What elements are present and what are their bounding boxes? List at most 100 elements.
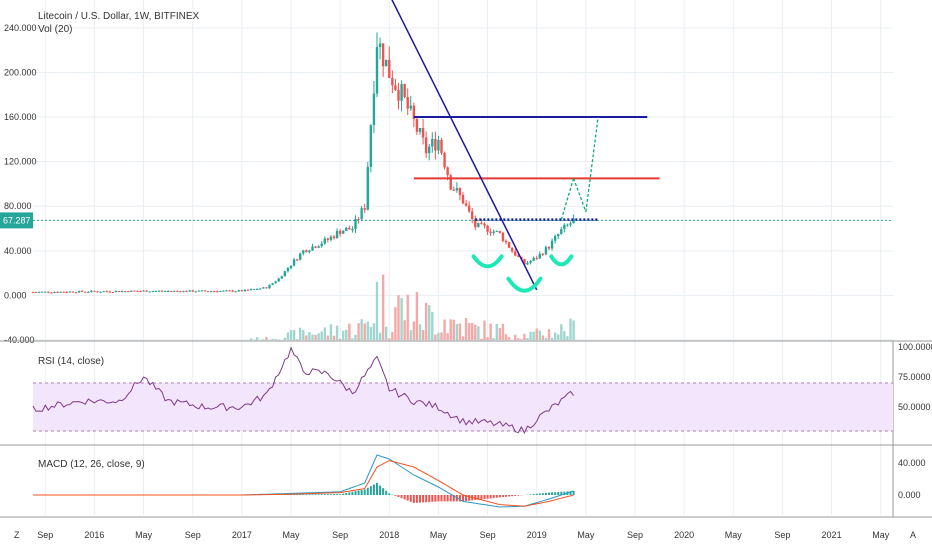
candle-body xyxy=(560,229,563,235)
candle-body xyxy=(231,290,234,292)
x-tick-label: Sep xyxy=(185,530,201,540)
signal-line xyxy=(33,460,574,507)
candle-body xyxy=(163,291,167,293)
volume-bar xyxy=(381,274,385,340)
candle-body xyxy=(209,291,213,293)
candle-body xyxy=(329,236,333,240)
candle-body xyxy=(127,291,130,293)
corner-right-label: A xyxy=(910,530,916,540)
x-tick-label: Sep xyxy=(332,530,348,540)
x-tick-label: 2020 xyxy=(674,530,694,540)
candle-body xyxy=(62,291,65,293)
volume-bar xyxy=(538,330,541,340)
candle-body xyxy=(240,290,244,292)
candle-body xyxy=(354,218,357,230)
macd-histogram-bar xyxy=(541,493,544,495)
macd-tick-label: 0.000 xyxy=(898,490,921,500)
y-tick-label: 80.000 xyxy=(4,201,32,211)
y-tick-label: 240.000 xyxy=(4,23,37,33)
candle-body xyxy=(77,290,81,293)
volume-bar xyxy=(357,323,360,340)
candle-body xyxy=(553,236,557,241)
volume-bar xyxy=(492,338,495,340)
volume-bar xyxy=(262,339,265,340)
volume-bar xyxy=(388,338,391,340)
candle-body xyxy=(440,139,443,153)
candle-body xyxy=(133,290,136,292)
candle-body xyxy=(360,208,363,220)
x-tick-label: May xyxy=(577,530,595,540)
candle-body xyxy=(311,246,314,251)
candle-body xyxy=(335,230,339,239)
candle-body xyxy=(397,89,400,101)
volume-bar xyxy=(464,318,468,340)
candle-body xyxy=(166,290,170,292)
candle-body xyxy=(452,189,455,191)
volume-bar xyxy=(483,320,486,340)
candle-body xyxy=(274,281,277,284)
x-tick-label: May xyxy=(725,530,743,540)
candle-body xyxy=(194,291,197,293)
volume-bar xyxy=(544,337,548,340)
macd-histogram-bar xyxy=(412,495,415,503)
chart-title: Litecoin / U.S. Dollar, 1W, BITFINEX xyxy=(38,11,200,22)
macd-histogram-bar xyxy=(538,493,541,495)
macd-histogram-bar xyxy=(434,495,437,502)
candle-body xyxy=(47,291,50,293)
x-tick-label: Sep xyxy=(774,530,790,540)
candle-body xyxy=(59,291,62,293)
macd-histogram-bar xyxy=(511,495,514,497)
candle-body xyxy=(142,290,145,292)
candle-body xyxy=(385,59,388,67)
x-tick-label: 2018 xyxy=(379,530,399,540)
volume-bar xyxy=(431,311,434,340)
macd-histogram-bar xyxy=(336,494,339,495)
candle-body xyxy=(151,291,154,293)
candle-body xyxy=(458,188,462,195)
volume-bar xyxy=(553,332,557,340)
volume-bar xyxy=(363,323,366,340)
macd-histogram-bar xyxy=(468,495,471,501)
volume-bar xyxy=(471,322,474,340)
rsi-label: RSI (14, close) xyxy=(38,356,104,367)
candle-body xyxy=(366,166,369,210)
macd-histogram-bar xyxy=(320,494,323,495)
candle-body xyxy=(206,291,210,293)
rsi-line xyxy=(32,346,574,434)
macd-histogram-bar xyxy=(458,495,461,502)
candle-body xyxy=(532,257,535,261)
macd-histogram-bar xyxy=(419,495,421,503)
left-shoulder-arc xyxy=(471,254,504,269)
x-tick-label: May xyxy=(872,530,890,540)
macd-histogram-bar xyxy=(400,495,403,499)
candle-body xyxy=(323,238,326,244)
volume-bar xyxy=(449,319,452,340)
volume-bar xyxy=(446,333,449,340)
candle-body xyxy=(378,43,382,48)
candle-body xyxy=(348,227,351,230)
macd-histogram-bar xyxy=(333,494,335,495)
volume-bar xyxy=(366,321,369,340)
candle-body xyxy=(514,251,517,256)
head-arc xyxy=(506,276,543,293)
macd-histogram-bar xyxy=(492,495,495,499)
candle-body xyxy=(41,291,44,293)
candle-body xyxy=(283,271,287,277)
volume-bar xyxy=(480,338,483,340)
candle-body xyxy=(428,146,431,154)
macd-histogram-bar xyxy=(474,495,477,501)
macd-histogram-bar xyxy=(425,495,428,503)
candle-body xyxy=(188,290,191,292)
candle-body xyxy=(394,85,397,90)
candle-body xyxy=(363,208,366,210)
macd-histogram-bar xyxy=(480,495,483,500)
volume-bar xyxy=(274,339,277,340)
candle-body xyxy=(108,291,111,293)
candle-body xyxy=(84,291,87,293)
volume-bar xyxy=(520,339,523,340)
volume-bar xyxy=(338,338,342,340)
candle-body xyxy=(403,83,406,97)
macd-histogram-bar xyxy=(376,483,378,495)
macd-histogram-bar xyxy=(554,492,557,495)
